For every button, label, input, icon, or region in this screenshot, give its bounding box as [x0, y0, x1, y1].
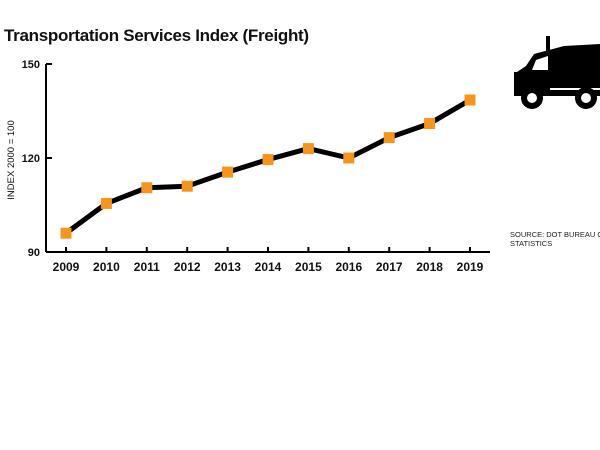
data-point-marker — [262, 154, 274, 166]
x-tick-label: 2014 — [255, 260, 282, 274]
x-tick-label: 2013 — [214, 260, 241, 274]
y-tick-label: 120 — [22, 153, 40, 165]
x-tick-label: 2018 — [416, 260, 443, 274]
x-tick-label: 2019 — [457, 260, 484, 274]
y-tick-labels: 90 120 150 — [22, 59, 40, 259]
data-point-marker — [302, 143, 314, 155]
data-point-marker — [424, 118, 436, 130]
x-tick-label: 2017 — [376, 260, 403, 274]
x-tick-label: 2012 — [174, 260, 201, 274]
data-point-marker — [60, 227, 72, 239]
x-tick-label: 2010 — [93, 260, 120, 274]
chart-title: Transportation Services Index (Freight) — [4, 26, 309, 45]
data-point-marker — [464, 94, 476, 106]
source-line-2: STATISTICS — [510, 239, 553, 248]
y-axis-label: INDEX 2000 = 100 — [6, 120, 17, 199]
source-line-1: SOURCE: DOT BUREAU OF TRANSPORTATION — [510, 230, 600, 239]
data-point-marker — [222, 166, 234, 178]
chart-axes — [45, 63, 490, 253]
x-tick-labels: 2009 2010 2011 2012 2013 2014 2015 2016 2017 2018… — [53, 260, 484, 274]
data-point-marker — [383, 132, 395, 144]
y-tick-label: 90 — [28, 247, 40, 259]
x-tick-label: 2011 — [134, 260, 160, 274]
data-point-marker — [181, 180, 193, 192]
truck-icon — [514, 36, 600, 117]
x-tick-label: 2009 — [53, 260, 80, 274]
x-tick-label: 2016 — [335, 260, 362, 274]
series-line — [63, 97, 473, 236]
y-tick-label: 150 — [22, 59, 40, 71]
source-note: SOURCE: DOT BUREAU OF TRANSPORTATION STA… — [510, 230, 600, 248]
data-point-marker — [141, 182, 153, 194]
series-markers-group — [60, 94, 476, 239]
series-line-group — [63, 97, 473, 236]
data-point-marker — [343, 152, 355, 164]
x-tick-label: 2015 — [295, 260, 322, 274]
data-point-marker — [100, 197, 112, 209]
